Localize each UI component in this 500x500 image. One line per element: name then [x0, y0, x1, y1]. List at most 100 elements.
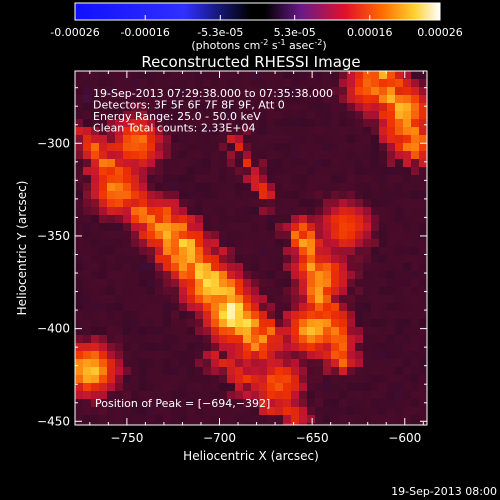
heatmap-cell [355, 375, 364, 384]
heatmap-cell [363, 159, 372, 168]
heatmap-cell [227, 295, 236, 304]
heatmap-cell [259, 175, 268, 184]
heatmap-cell [315, 423, 324, 425]
heatmap-cell [131, 391, 140, 400]
heatmap-cell [419, 215, 427, 224]
heatmap-cell [115, 183, 124, 192]
heatmap-cell [131, 375, 140, 384]
heatmap-cell [339, 383, 348, 392]
heatmap-cell [179, 391, 188, 400]
heatmap-cell [379, 367, 388, 376]
heatmap-cell [131, 199, 140, 208]
heatmap-cell [147, 303, 156, 312]
heatmap-cell [283, 399, 292, 408]
heatmap-cell [331, 183, 340, 192]
heatmap-cell [379, 103, 388, 112]
heatmap-cell [403, 135, 412, 144]
x-tick-label: −600 [388, 431, 421, 445]
heatmap-cell [259, 87, 268, 96]
heatmap-cell [195, 415, 204, 424]
heatmap-cell [419, 255, 427, 264]
heatmap-cell [291, 423, 300, 425]
heatmap-cell [211, 255, 220, 264]
heatmap-cell [419, 295, 427, 304]
heatmap-cell [115, 319, 124, 328]
heatmap-cell [195, 311, 204, 320]
heatmap-cell [387, 103, 396, 112]
heatmap-cell [131, 335, 140, 344]
heatmap-cell [291, 111, 300, 120]
heatmap-cell [331, 399, 340, 408]
heatmap-cell [307, 415, 316, 424]
heatmap-cell [235, 119, 244, 128]
heatmap-cell [299, 271, 308, 280]
heatmap-cell [371, 415, 380, 424]
heatmap-cell [219, 295, 228, 304]
heatmap-cell [163, 263, 172, 272]
heatmap-cell [387, 175, 396, 184]
heatmap-cell [235, 367, 244, 376]
heatmap-cell [275, 175, 284, 184]
heatmap-cell [163, 103, 172, 112]
heatmap-cell [403, 295, 412, 304]
heatmap-cell [339, 135, 348, 144]
x-axis-label: Heliocentric X (arcsec) [183, 449, 319, 463]
heatmap-cell [347, 303, 356, 312]
heatmap-cell [123, 79, 132, 88]
heatmap-cell [195, 351, 204, 360]
heatmap-cell [179, 79, 188, 88]
heatmap-cell [419, 391, 427, 400]
heatmap-cell [267, 423, 276, 425]
heatmap-cell [371, 351, 380, 360]
heatmap-cell [403, 279, 412, 288]
heatmap-cell [83, 319, 92, 328]
heatmap-cell [267, 271, 276, 280]
heatmap-cell [315, 191, 324, 200]
heatmap-cell [363, 271, 372, 280]
heatmap-cell [355, 159, 364, 168]
heatmap-cell [395, 199, 404, 208]
heatmap-cell [91, 127, 100, 136]
heatmap-cell [91, 263, 100, 272]
heatmap-cell [419, 79, 427, 88]
heatmap-cell [339, 119, 348, 128]
heatmap-cell [219, 71, 228, 80]
heatmap-cell [387, 231, 396, 240]
heatmap-cell [243, 207, 252, 216]
heatmap-cell [371, 143, 380, 152]
colorbar-unit-label: (photons cm-2 s-1 asec-2) [191, 38, 326, 52]
heatmap-cell [99, 167, 108, 176]
heatmap-cell [395, 111, 404, 120]
heatmap-cell [275, 415, 284, 424]
heatmap-cell [387, 143, 396, 152]
heatmap-cell [307, 183, 316, 192]
heatmap-cell [299, 383, 308, 392]
heatmap-cell [139, 255, 148, 264]
heatmap-cell [139, 287, 148, 296]
heatmap-cell [267, 119, 276, 128]
heatmap-cell [339, 167, 348, 176]
heatmap-cell [83, 399, 92, 408]
heatmap-cell [307, 335, 316, 344]
heatmap-cell [267, 159, 276, 168]
heatmap-cell [331, 343, 340, 352]
heatmap-cell [419, 319, 427, 328]
heatmap-cell [347, 319, 356, 328]
heatmap-cell [75, 175, 84, 184]
heatmap-cell [211, 151, 220, 160]
heatmap-cell [131, 207, 140, 216]
heatmap-cell [331, 279, 340, 288]
heatmap-cell [387, 87, 396, 96]
heatmap-cell [307, 215, 316, 224]
heatmap-cell [115, 295, 124, 304]
heatmap-cell [267, 207, 276, 216]
heatmap-cell [83, 127, 92, 136]
heatmap-cell [211, 247, 220, 256]
heatmap-cell [163, 399, 172, 408]
heatmap-cell [99, 135, 108, 144]
heatmap-cell [219, 247, 228, 256]
heatmap-cell [387, 199, 396, 208]
heatmap-cell [379, 287, 388, 296]
heatmap-cell [163, 391, 172, 400]
heatmap-cell [411, 367, 420, 376]
